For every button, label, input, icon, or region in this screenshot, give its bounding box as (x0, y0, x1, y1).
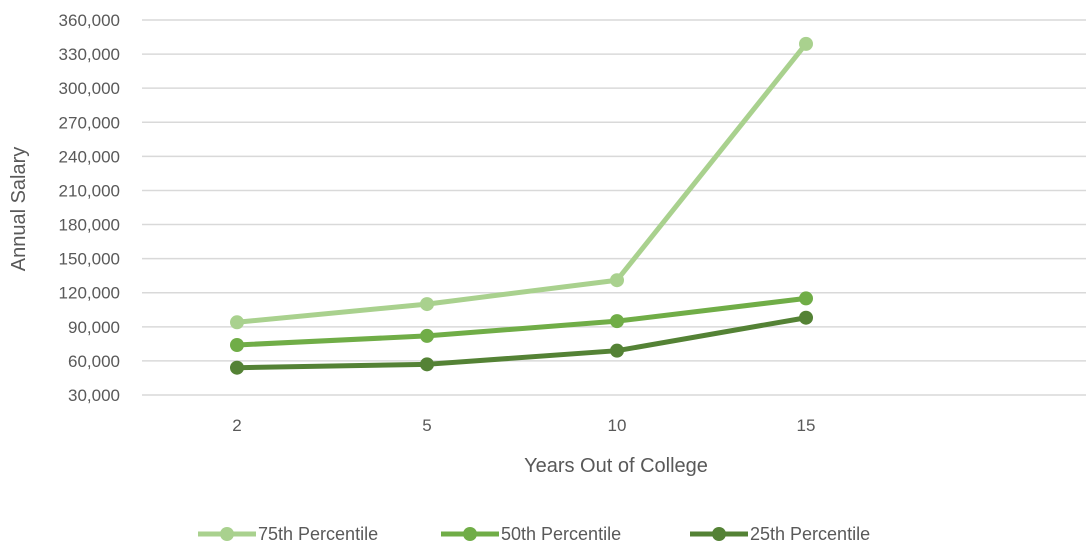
series-line (234, 295, 809, 348)
data-point (799, 310, 813, 325)
y-tick-label: 60,000 (68, 352, 120, 371)
series-25th-percentile (230, 310, 813, 375)
legend-dot-marker (712, 527, 726, 541)
y-tick-label: 210,000 (59, 181, 120, 200)
legend-item: 50th Percentile (441, 524, 621, 544)
data-point (420, 328, 434, 343)
series-line (234, 315, 809, 371)
data-point (230, 315, 244, 330)
x-tick-label: 2 (232, 416, 241, 435)
y-tick-label: 30,000 (68, 386, 120, 405)
gridlines (142, 19, 1086, 396)
series-75th-percentile (230, 36, 813, 330)
x-tick-label: 10 (608, 416, 627, 435)
data-point (230, 360, 244, 375)
series-lines (230, 36, 813, 375)
legend-dot-marker (220, 527, 234, 541)
y-tick-label: 330,000 (59, 45, 120, 64)
data-point (420, 357, 434, 372)
y-tick-label: 90,000 (68, 318, 120, 337)
x-tick-label: 15 (797, 416, 816, 435)
legend: 75th Percentile 50th Percentile 25th Perce… (198, 524, 870, 544)
data-point (610, 343, 624, 358)
data-point (610, 273, 624, 288)
data-point (230, 338, 244, 352)
y-axis-ticks: 30,000 60,000 90,000 120,000 150,000 180,000 2… (59, 11, 120, 405)
series-50th-percentile (230, 291, 813, 352)
legend-item: 25th Percentile (690, 524, 870, 544)
data-point (799, 36, 813, 51)
legend-label: 50th Percentile (501, 524, 621, 544)
legend-dot-marker (463, 527, 477, 541)
y-tick-label: 240,000 (59, 147, 120, 166)
x-axis-ticks: 2 5 10 15 (232, 416, 815, 435)
series-line (234, 41, 809, 325)
y-tick-label: 300,000 (59, 79, 120, 98)
data-point (420, 297, 434, 312)
data-point (610, 314, 624, 329)
y-tick-label: 360,000 (59, 11, 120, 30)
y-axis-title: Annual Salary (8, 147, 30, 272)
y-tick-label: 150,000 (59, 250, 120, 269)
x-axis-title: Years Out of College (524, 455, 708, 477)
y-tick-label: 120,000 (59, 284, 120, 303)
x-tick-label: 5 (422, 416, 431, 435)
y-tick-label: 180,000 (59, 216, 120, 235)
y-tick-label: 270,000 (59, 113, 120, 132)
legend-label: 75th Percentile (258, 524, 378, 544)
legend-item: 75th Percentile (198, 524, 378, 544)
legend-label: 25th Percentile (750, 524, 870, 544)
data-point (799, 291, 813, 306)
